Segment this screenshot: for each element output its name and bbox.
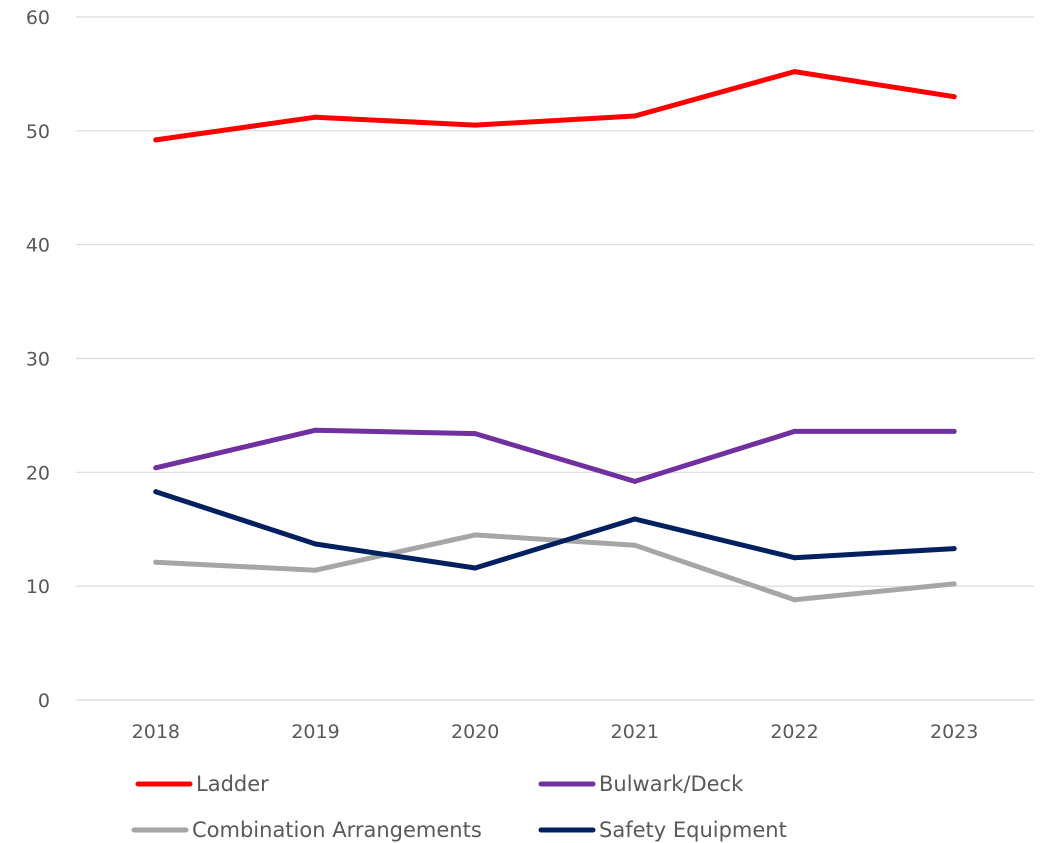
legend-item-safety-equipment: Safety Equipment xyxy=(538,818,787,842)
series-line-bulwark-deck xyxy=(153,427,957,484)
y-tick-label-40: 40 xyxy=(26,235,50,257)
legend-item-bulwark-deck: Bulwark/Deck xyxy=(538,772,744,796)
legend-label-ladder: Ladder xyxy=(196,772,269,796)
data-point-ladder-2020 xyxy=(472,122,478,128)
data-point-combination-arrangements-2020 xyxy=(472,532,478,538)
y-axis-ticks: 0 10 20 30 40 50 60 xyxy=(26,7,50,712)
data-point-safety-equipment-2022 xyxy=(792,555,797,561)
data-point-bulwark-deck-2020 xyxy=(472,431,478,437)
legend-label-combination-arrangements: Combination Arrangements xyxy=(192,818,482,842)
data-point-ladder-2018 xyxy=(153,137,159,143)
x-tick-label-2022: 2022 xyxy=(770,721,818,743)
data-point-ladder-2022 xyxy=(792,69,797,75)
y-tick-label-30: 30 xyxy=(26,349,50,371)
x-tick-label-2019: 2019 xyxy=(291,721,339,743)
data-point-safety-equipment-2023 xyxy=(951,546,957,552)
y-tick-label-10: 10 xyxy=(26,576,50,598)
data-point-combination-arrangements-2022 xyxy=(792,597,797,603)
data-point-combination-arrangements-2019 xyxy=(313,567,318,573)
legend-item-ladder: Ladder xyxy=(135,772,269,796)
data-point-safety-equipment-2020 xyxy=(472,565,478,571)
y-tick-label-0: 0 xyxy=(38,690,50,712)
x-tick-label-2023: 2023 xyxy=(930,721,978,743)
y-tick-label-50: 50 xyxy=(26,121,50,143)
legend-item-combination-arrangements: Combination Arrangements xyxy=(131,818,482,842)
data-point-combination-arrangements-2021 xyxy=(632,542,638,548)
data-point-safety-equipment-2019 xyxy=(313,541,318,547)
series-line-ladder xyxy=(153,69,957,143)
data-point-bulwark-deck-2018 xyxy=(153,465,159,471)
data-point-combination-arrangements-2018 xyxy=(153,559,159,565)
series-line-combination-arrangements xyxy=(153,532,957,603)
legend-label-bulwark-deck: Bulwark/Deck xyxy=(599,772,744,796)
data-point-bulwark-deck-2022 xyxy=(792,428,797,434)
data-point-ladder-2019 xyxy=(313,114,318,120)
x-tick-label-2021: 2021 xyxy=(611,721,659,743)
x-axis-ticks: 2018 2019 2020 2021 2022 2023 xyxy=(132,721,979,743)
x-tick-label-2018: 2018 xyxy=(132,721,180,743)
legend-label-safety-equipment: Safety Equipment xyxy=(599,818,787,842)
data-point-safety-equipment-2021 xyxy=(632,516,638,522)
data-point-ladder-2021 xyxy=(632,113,638,119)
series-line-safety-equipment xyxy=(153,489,957,571)
data-point-safety-equipment-2018 xyxy=(153,489,159,495)
data-point-bulwark-deck-2021 xyxy=(632,478,638,484)
legend: Ladder Bulwark/Deck Combination Arrangemen… xyxy=(131,772,787,842)
data-point-bulwark-deck-2019 xyxy=(313,427,318,433)
x-tick-label-2020: 2020 xyxy=(451,721,499,743)
y-tick-label-20: 20 xyxy=(26,462,50,484)
series-lines xyxy=(153,69,957,603)
data-point-combination-arrangements-2023 xyxy=(951,581,957,587)
data-point-ladder-2023 xyxy=(951,94,957,100)
y-tick-label-60: 60 xyxy=(26,7,50,29)
data-point-bulwark-deck-2023 xyxy=(951,428,957,434)
